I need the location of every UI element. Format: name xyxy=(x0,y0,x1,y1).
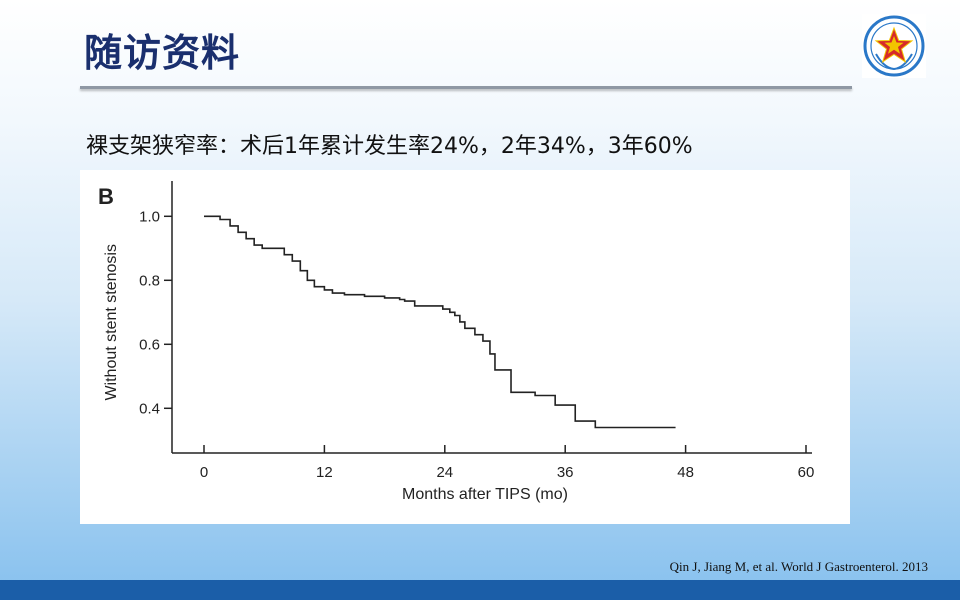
footer-bar xyxy=(0,580,960,600)
y-tick-label: 1.0 xyxy=(139,208,160,225)
y-tick-label: 0.4 xyxy=(139,400,160,417)
x-tick-label: 24 xyxy=(436,464,453,481)
km-survival-chart: B Without stent stenosis Months after TI… xyxy=(98,181,815,503)
red-star-emblem-icon xyxy=(862,14,926,78)
y-axis-label: Without stent stenosis xyxy=(103,244,120,401)
y-tick-label: 0.6 xyxy=(139,336,160,353)
stenosis-rate-summary: 裸支架狭窄率：术后1年累计发生率24%，2年34%，3年60% xyxy=(86,134,693,159)
x-tick-label: 36 xyxy=(557,464,574,481)
y-tick-label: 0.8 xyxy=(139,272,160,289)
km-chart-panel: B Without stent stenosis Months after TI… xyxy=(80,170,850,524)
x-tick-label: 0 xyxy=(200,464,208,481)
slide-title: 随访资料 xyxy=(84,31,241,75)
title-divider xyxy=(80,86,852,89)
citation: Qin J, Jiang M, et al. World J Gastroent… xyxy=(669,559,928,574)
km-curve xyxy=(204,215,676,429)
x-tick-label: 48 xyxy=(677,464,694,481)
x-tick-label: 12 xyxy=(316,464,333,481)
x-tick-label: 60 xyxy=(798,464,815,481)
panel-label: B xyxy=(98,184,114,209)
x-axis-label: Months after TIPS (mo) xyxy=(402,486,568,503)
